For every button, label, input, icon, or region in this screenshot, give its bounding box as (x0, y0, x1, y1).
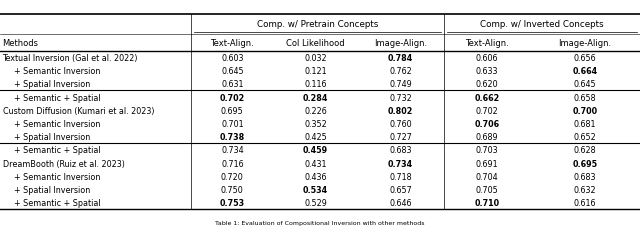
Text: 0.691: 0.691 (476, 159, 499, 168)
Text: + Spatial Inversion: + Spatial Inversion (14, 133, 90, 142)
Text: 0.284: 0.284 (303, 93, 328, 102)
Text: 0.662: 0.662 (474, 93, 500, 102)
Text: 0.720: 0.720 (221, 172, 244, 181)
Text: 0.718: 0.718 (389, 172, 412, 181)
Text: Col Likelihood: Col Likelihood (286, 38, 345, 47)
Text: 0.749: 0.749 (389, 80, 412, 89)
Text: 0.695: 0.695 (221, 106, 244, 115)
Text: 0.727: 0.727 (389, 133, 412, 142)
Text: + Spatial Inversion: + Spatial Inversion (14, 185, 90, 194)
Text: + Semantic Inversion: + Semantic Inversion (14, 67, 100, 76)
Text: 0.753: 0.753 (220, 199, 245, 207)
Text: 0.750: 0.750 (221, 185, 244, 194)
Text: 0.603: 0.603 (221, 54, 244, 63)
Text: 0.658: 0.658 (573, 93, 596, 102)
Text: 0.431: 0.431 (304, 159, 327, 168)
Text: 0.116: 0.116 (304, 80, 327, 89)
Text: 0.762: 0.762 (389, 67, 412, 76)
Text: 0.645: 0.645 (221, 67, 244, 76)
Text: 0.633: 0.633 (476, 67, 499, 76)
Text: 0.683: 0.683 (573, 172, 596, 181)
Text: 0.695: 0.695 (572, 159, 598, 168)
Text: 0.606: 0.606 (476, 54, 499, 63)
Text: Table 1: Evaluation of Compositional Inversion with other methods: Table 1: Evaluation of Compositional Inv… (215, 220, 425, 225)
Text: 0.352: 0.352 (304, 120, 327, 128)
Text: 0.706: 0.706 (474, 120, 500, 128)
Text: 0.436: 0.436 (304, 172, 327, 181)
Text: Comp. w/ Pretrain Concepts: Comp. w/ Pretrain Concepts (257, 20, 378, 29)
Text: 0.716: 0.716 (221, 159, 244, 168)
Text: Methods: Methods (3, 38, 38, 47)
Text: 0.702: 0.702 (476, 106, 499, 115)
Text: 0.732: 0.732 (389, 93, 412, 102)
Text: 0.700: 0.700 (572, 106, 598, 115)
Text: 0.032: 0.032 (304, 54, 327, 63)
Text: 0.784: 0.784 (388, 54, 413, 63)
Text: 0.681: 0.681 (573, 120, 596, 128)
Text: 0.632: 0.632 (573, 185, 596, 194)
Text: 0.121: 0.121 (304, 67, 327, 76)
Text: 0.616: 0.616 (573, 199, 596, 207)
Text: 0.425: 0.425 (304, 133, 327, 142)
Text: 0.689: 0.689 (476, 133, 499, 142)
Text: + Semantic Inversion: + Semantic Inversion (14, 172, 100, 181)
Text: 0.657: 0.657 (389, 185, 412, 194)
Text: 0.656: 0.656 (573, 54, 596, 63)
Text: 0.683: 0.683 (389, 146, 412, 155)
Text: Textual Inversion (Gal et al. 2022): Textual Inversion (Gal et al. 2022) (3, 54, 138, 63)
Text: 0.802: 0.802 (388, 106, 413, 115)
Text: Image-Align.: Image-Align. (374, 38, 428, 47)
Text: Text-Align.: Text-Align. (465, 38, 509, 47)
Text: DreamBooth (Ruiz et al. 2023): DreamBooth (Ruiz et al. 2023) (3, 159, 124, 168)
Text: + Semantic Inversion: + Semantic Inversion (14, 120, 100, 128)
Text: Comp. w/ Inverted Concepts: Comp. w/ Inverted Concepts (480, 20, 604, 29)
Text: Text-Align.: Text-Align. (211, 38, 254, 47)
Text: 0.738: 0.738 (220, 133, 245, 142)
Text: 0.705: 0.705 (476, 185, 499, 194)
Text: 0.459: 0.459 (303, 146, 328, 155)
Text: 0.702: 0.702 (220, 93, 245, 102)
Text: Image-Align.: Image-Align. (558, 38, 612, 47)
Text: 0.620: 0.620 (476, 80, 499, 89)
Text: 0.704: 0.704 (476, 172, 499, 181)
Text: 0.226: 0.226 (304, 106, 327, 115)
Text: + Semantic + Spatial: + Semantic + Spatial (14, 199, 100, 207)
Text: 0.760: 0.760 (389, 120, 412, 128)
Text: 0.664: 0.664 (572, 67, 598, 76)
Text: 0.734: 0.734 (388, 159, 413, 168)
Text: 0.703: 0.703 (476, 146, 499, 155)
Text: 0.710: 0.710 (474, 199, 500, 207)
Text: 0.628: 0.628 (573, 146, 596, 155)
Text: Custom Diffusion (Kumari et al. 2023): Custom Diffusion (Kumari et al. 2023) (3, 106, 154, 115)
Text: 0.631: 0.631 (221, 80, 244, 89)
Text: + Semantic + Spatial: + Semantic + Spatial (14, 146, 100, 155)
Text: + Semantic + Spatial: + Semantic + Spatial (14, 93, 100, 102)
Text: 0.652: 0.652 (573, 133, 596, 142)
Text: 0.646: 0.646 (389, 199, 412, 207)
Text: 0.534: 0.534 (303, 185, 328, 194)
Text: 0.701: 0.701 (221, 120, 244, 128)
Text: 0.529: 0.529 (304, 199, 327, 207)
Text: + Spatial Inversion: + Spatial Inversion (14, 80, 90, 89)
Text: 0.734: 0.734 (221, 146, 244, 155)
Text: 0.645: 0.645 (573, 80, 596, 89)
